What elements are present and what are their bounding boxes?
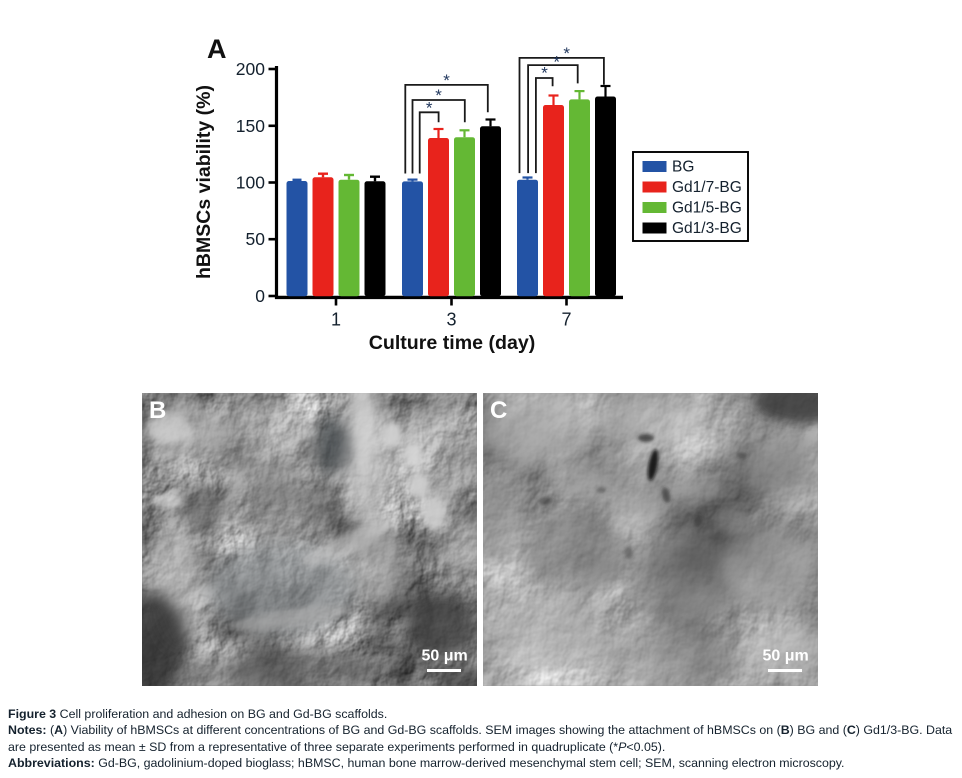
svg-text:150: 150	[236, 116, 265, 136]
svg-text:*: *	[435, 86, 442, 105]
svg-text:Gd1/5-BG: Gd1/5-BG	[672, 200, 742, 217]
svg-text:3: 3	[446, 310, 456, 330]
svg-text:Culture time (day): Culture time (day)	[369, 332, 536, 354]
svg-text:*: *	[443, 71, 450, 90]
svg-text:7: 7	[561, 310, 571, 330]
svg-text:C: C	[490, 397, 507, 424]
svg-text:*: *	[541, 64, 548, 83]
svg-text:50 μm: 50 μm	[422, 648, 468, 665]
svg-text:B: B	[149, 397, 166, 424]
svg-text:1: 1	[331, 310, 341, 330]
svg-text:200: 200	[236, 59, 265, 79]
svg-text:50 μm: 50 μm	[763, 648, 809, 665]
svg-text:*: *	[563, 44, 570, 63]
svg-text:Gd1/7-BG: Gd1/7-BG	[672, 179, 742, 196]
svg-text:hBMSCs viability (%): hBMSCs viability (%)	[193, 85, 215, 279]
svg-text:Gd1/3-BG: Gd1/3-BG	[672, 220, 742, 237]
svg-text:0: 0	[255, 286, 265, 306]
svg-text:BG: BG	[672, 159, 694, 176]
svg-text:50: 50	[246, 229, 266, 249]
svg-text:*: *	[553, 53, 560, 72]
svg-text:100: 100	[236, 173, 265, 193]
svg-text:*: *	[426, 99, 433, 118]
svg-text:A: A	[207, 34, 227, 64]
